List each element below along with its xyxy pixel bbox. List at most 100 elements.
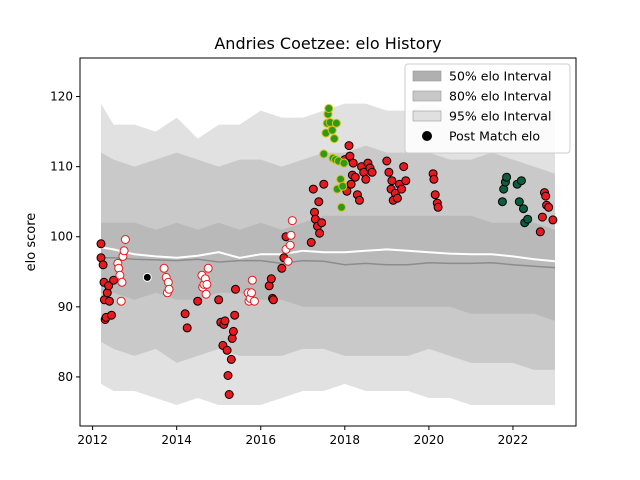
y-tick-label: 100 — [50, 230, 73, 244]
data-point — [277, 263, 287, 273]
data-point — [399, 162, 409, 172]
data-point — [109, 275, 119, 285]
data-point — [346, 179, 356, 189]
legend-label: 95% elo Interval — [449, 109, 551, 124]
data-point — [433, 202, 443, 212]
data-point — [355, 195, 364, 205]
data-point — [544, 202, 554, 212]
legend-swatch — [412, 70, 442, 82]
data-point — [222, 345, 232, 355]
data-point — [319, 149, 329, 159]
data-point — [120, 235, 130, 244]
x-tick-label: 2016 — [245, 433, 276, 447]
data-point — [98, 260, 108, 270]
data-point — [350, 172, 360, 182]
legend-box — [404, 63, 571, 154]
data-point — [226, 354, 236, 364]
data-point — [329, 134, 339, 144]
data-point — [180, 309, 190, 319]
data-point — [314, 197, 324, 207]
data-point — [397, 184, 407, 194]
y-tick-label: 90 — [58, 300, 73, 314]
data-point — [535, 227, 545, 237]
data-point — [384, 167, 394, 177]
data-point — [202, 279, 212, 289]
data-point — [182, 323, 192, 333]
data-point — [104, 296, 114, 306]
data-point — [223, 371, 233, 380]
x-tick-label: 2020 — [414, 433, 445, 447]
x-tick-label: 2014 — [161, 433, 192, 447]
data-point — [337, 202, 346, 212]
data-point — [230, 310, 240, 320]
axes-frame — [79, 57, 577, 427]
data-point — [514, 197, 524, 207]
y-axis: 80 90 100 110 120 — [50, 90, 80, 384]
data-point — [159, 263, 169, 273]
post-match-points — [96, 104, 558, 399]
data-point — [523, 214, 533, 224]
data-point — [387, 176, 397, 186]
data-point — [315, 228, 325, 238]
x-tick-label: 2022 — [498, 433, 529, 447]
data-point — [331, 118, 341, 128]
legend-label: 50% elo Interval — [449, 69, 551, 84]
data-point — [96, 239, 106, 249]
data-point — [537, 212, 547, 222]
data-point — [247, 288, 256, 298]
legend-marker — [422, 131, 432, 141]
data-point — [516, 176, 526, 186]
data-point — [339, 158, 349, 168]
x-tick-label: 2012 — [77, 433, 108, 447]
legend: 50% elo Interval 80% elo Interval 95% elo … — [404, 63, 571, 154]
data-point — [344, 141, 354, 151]
legend-swatch — [412, 110, 442, 122]
y-tick-label: 80 — [58, 370, 73, 384]
data-point — [401, 176, 411, 186]
data-point — [306, 237, 316, 247]
data-point — [220, 316, 230, 326]
chart-title: Andries Coetzee: elo History — [214, 34, 441, 53]
data-point — [286, 230, 296, 240]
data-point — [548, 215, 558, 225]
data-point — [119, 246, 129, 256]
data-point — [247, 275, 257, 285]
data-point — [430, 190, 440, 200]
data-point — [117, 277, 127, 287]
y-tick-label: 110 — [50, 160, 73, 174]
data-point — [497, 197, 507, 207]
data-point — [228, 326, 238, 336]
data-point — [348, 158, 358, 168]
legend-label: Post Match elo — [449, 129, 540, 144]
data-point — [338, 181, 348, 191]
data-point — [285, 240, 295, 250]
data-point — [249, 296, 259, 306]
data-point — [287, 216, 297, 226]
plot-area — [96, 103, 558, 405]
data-point — [214, 295, 224, 305]
x-axis: 2012 2014 2016 2018 2020 2022 — [77, 426, 528, 447]
data-point — [268, 295, 278, 305]
data-point — [224, 390, 234, 399]
data-point — [541, 191, 551, 201]
data-point — [324, 104, 334, 113]
data-point — [203, 263, 213, 273]
data-point — [308, 184, 318, 194]
band-50 — [101, 215, 555, 321]
data-point — [107, 310, 116, 320]
elo-lines — [100, 246, 556, 269]
data-point — [382, 156, 392, 166]
data-point — [116, 296, 126, 306]
y-axis-label: elo score — [24, 213, 39, 272]
data-point — [327, 125, 337, 135]
data-point — [164, 284, 174, 294]
data-point — [266, 274, 276, 284]
data-point — [317, 218, 327, 228]
legend-swatch — [412, 90, 442, 102]
data-point — [392, 193, 402, 203]
data-point — [519, 204, 528, 214]
x-tick-label: 2018 — [330, 433, 361, 447]
data-point — [201, 289, 211, 299]
data-point — [367, 167, 377, 177]
